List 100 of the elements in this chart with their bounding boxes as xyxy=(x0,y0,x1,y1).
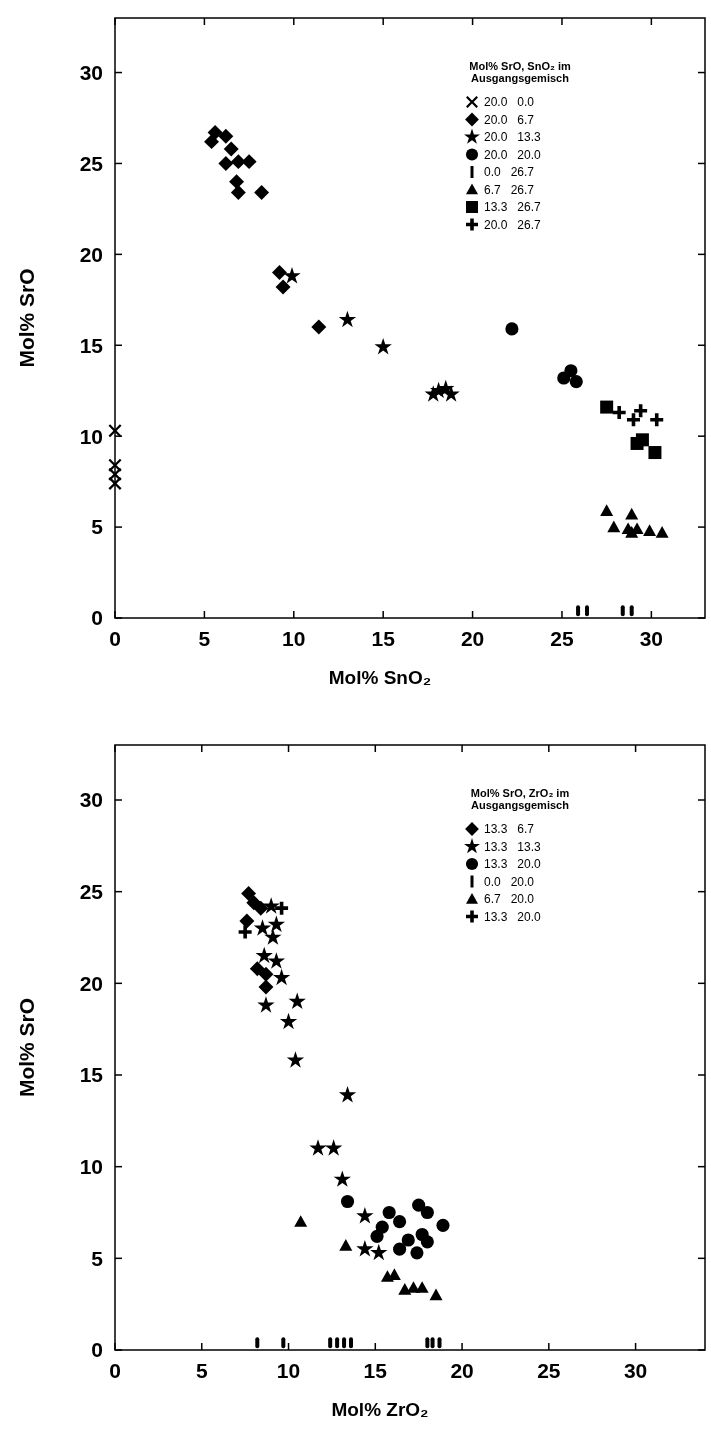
y-tick-label: 5 xyxy=(91,515,104,539)
point xyxy=(356,1207,374,1224)
point xyxy=(436,1218,450,1232)
legend-label: 20.0 26.7 xyxy=(484,217,542,232)
x-tick-label: 15 xyxy=(363,1359,388,1382)
point xyxy=(429,1288,443,1301)
point xyxy=(339,1239,353,1251)
legend-label: 6.7 26.7 xyxy=(484,182,535,197)
x-tick-label: 0 xyxy=(109,1359,121,1382)
legend-label: 20.0 20.0 xyxy=(484,147,542,162)
point xyxy=(340,1194,355,1209)
point xyxy=(253,919,272,936)
point xyxy=(218,128,234,144)
point xyxy=(612,406,626,420)
point xyxy=(338,310,357,328)
point xyxy=(258,979,274,995)
point xyxy=(230,154,246,170)
point xyxy=(229,174,245,190)
point xyxy=(204,134,220,150)
point xyxy=(333,1170,351,1187)
y-tick-label: 10 xyxy=(79,424,103,448)
point xyxy=(108,424,122,438)
point xyxy=(218,155,234,171)
point xyxy=(648,446,662,460)
x-tick-label: 30 xyxy=(623,1359,648,1382)
point xyxy=(238,925,252,939)
point xyxy=(311,319,327,335)
y-tick-label: 10 xyxy=(79,1155,103,1179)
point xyxy=(600,400,614,414)
point xyxy=(564,364,578,378)
point xyxy=(420,1235,434,1249)
point xyxy=(356,1240,374,1257)
point xyxy=(267,915,286,933)
x-tick-label: 25 xyxy=(550,627,574,650)
point xyxy=(401,1233,415,1247)
point xyxy=(635,433,649,447)
y-tick-label: 15 xyxy=(79,1063,104,1087)
legend-label: 0.0 26.7 xyxy=(484,165,535,180)
x-tick-label: 10 xyxy=(282,627,306,650)
y-tick-label: 20 xyxy=(79,242,103,266)
x-tick-label: 5 xyxy=(195,1359,208,1382)
point xyxy=(410,1246,424,1260)
x-axis-title: Mol% SnO₂ xyxy=(328,667,432,688)
point xyxy=(505,322,519,336)
y-tick-label: 0 xyxy=(91,606,103,630)
point xyxy=(275,279,291,295)
legend-label: 13.3 26.7 xyxy=(484,200,542,215)
point xyxy=(338,1086,357,1103)
y-tick-label: 30 xyxy=(79,60,103,84)
x-tick-label: 30 xyxy=(639,627,664,650)
point xyxy=(393,1242,407,1256)
point xyxy=(607,520,621,533)
y-tick-label: 20 xyxy=(79,971,103,995)
point xyxy=(393,1215,407,1229)
point xyxy=(272,968,291,986)
y-tick-label: 0 xyxy=(91,1338,103,1362)
point xyxy=(258,966,274,982)
point xyxy=(370,1243,388,1261)
x-tick-label: 10 xyxy=(276,1359,301,1382)
point xyxy=(272,265,287,281)
point xyxy=(267,952,286,969)
point xyxy=(253,900,269,916)
legend-label: 13.3 20.0 xyxy=(484,857,542,872)
point xyxy=(626,413,640,427)
point xyxy=(370,1229,384,1243)
x-tick-label: 20 xyxy=(450,1359,474,1382)
point xyxy=(241,154,257,170)
legend-label: 20.0 0.0 xyxy=(484,95,535,110)
x-tick-label: 0 xyxy=(109,627,121,650)
point xyxy=(442,385,460,402)
y-tick-label: 15 xyxy=(79,333,104,357)
point xyxy=(264,928,282,945)
y-axis-title: Mol% SrO xyxy=(15,997,38,1098)
point xyxy=(420,1205,434,1220)
x-tick-label: 15 xyxy=(371,627,396,650)
point xyxy=(223,141,239,157)
point xyxy=(655,526,669,538)
point xyxy=(230,185,246,201)
point xyxy=(108,476,122,490)
point xyxy=(634,404,648,418)
y-tick-label: 30 xyxy=(79,788,103,812)
point xyxy=(262,897,280,914)
point xyxy=(279,1012,298,1030)
point xyxy=(412,1198,426,1212)
point xyxy=(254,185,270,201)
point xyxy=(374,337,392,355)
point xyxy=(625,507,639,520)
point xyxy=(643,524,657,536)
point xyxy=(257,996,275,1013)
point xyxy=(382,1205,396,1220)
legend-label: 6.7 20.0 xyxy=(484,892,535,907)
point xyxy=(288,992,306,1010)
x-tick-label: 25 xyxy=(537,1359,561,1382)
y-tick-label: 25 xyxy=(79,880,104,904)
point xyxy=(569,375,583,389)
legend-title: Mol% SrO, SnO₂ im Ausgangsgemisch xyxy=(469,60,571,84)
point xyxy=(294,1215,308,1227)
point xyxy=(650,413,664,427)
y-tick-label: 5 xyxy=(91,1246,104,1270)
point xyxy=(600,504,614,516)
